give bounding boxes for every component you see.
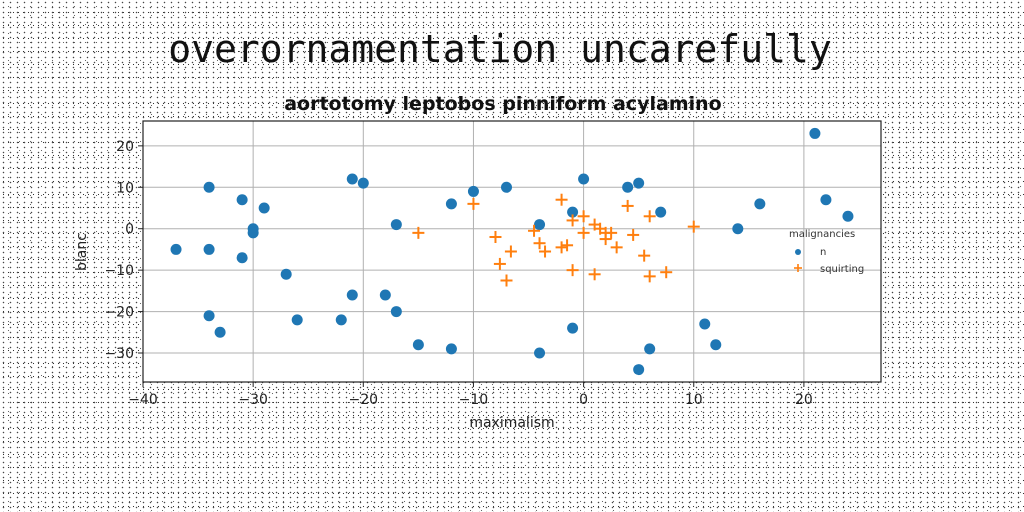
point-n [578,173,590,185]
axis-ticks: −40 −30 −20 −10 0 10 20 −30 −20 −10 0 10 20 [104,139,812,408]
point-n [534,347,546,359]
x-tick-label: 0 [579,392,588,408]
point-n [567,206,579,218]
point-n [467,185,479,197]
point-n [842,210,854,222]
point-n [247,227,259,239]
point-squirting [643,270,656,283]
point-n [699,318,711,330]
point-n [379,289,391,301]
x-tick-label: −30 [238,392,268,408]
point-n [214,326,226,338]
point-squirting [412,226,425,239]
point-squirting [504,245,517,258]
point-squirting [577,210,590,223]
legend-title: malignancies [789,229,855,240]
point-squirting [621,199,634,212]
y-tick-label: −30 [104,346,134,362]
point-n [346,173,358,185]
point-n [390,219,402,231]
point-n [754,198,766,210]
x-tick-label: −20 [349,392,379,408]
y-tick-label: −20 [104,305,134,321]
page-title: overornamentation uncarefully [168,27,831,71]
point-n [412,339,424,351]
point-squirting [539,245,552,258]
point-squirting [627,228,640,241]
y-axis-label: blanc [74,233,90,271]
chart-title: aortotomy leptobos pinniform acylamino [284,93,722,115]
point-squirting [555,241,568,254]
point-n [710,339,722,351]
point-squirting [493,257,506,270]
point-n [633,364,645,376]
legend-label-squirting: squirting [820,264,864,275]
point-squirting [500,274,513,287]
point-squirting [566,214,579,227]
x-tick-label: 20 [795,392,813,408]
x-tick-label: −10 [459,392,489,408]
point-squirting [599,233,612,246]
point-n [236,194,248,206]
point-n [500,181,512,193]
point-n [335,314,347,326]
point-squirting [467,197,480,210]
point-n [291,314,303,326]
point-n [534,219,546,231]
data-points [170,127,854,376]
legend-marker-squirting [794,264,802,272]
point-n [280,268,292,280]
point-n [445,198,457,210]
legend-marker-n [795,249,801,255]
y-tick-label: −10 [104,263,134,279]
point-n [346,289,358,301]
point-n [236,252,248,264]
point-squirting [638,249,651,262]
x-tick-label: 10 [685,392,703,408]
plot-frame [142,120,882,383]
point-squirting [533,237,546,250]
point-squirting [566,264,579,277]
point-squirting [687,220,700,233]
point-n [357,177,369,189]
point-squirting [660,266,673,279]
point-n [567,322,579,334]
point-n [809,127,821,139]
point-n [203,181,215,193]
point-n [732,223,744,235]
point-squirting [555,193,568,206]
point-n [390,306,402,318]
y-tick-label: 10 [116,180,134,196]
legend: malignancies n squirting [789,229,864,275]
point-n [622,181,634,193]
point-squirting [588,268,601,281]
y-tick-label: 20 [116,139,134,155]
point-n [203,310,215,322]
point-squirting [643,210,656,223]
point-n [820,194,832,206]
point-n [644,343,656,355]
point-squirting [605,226,618,239]
point-squirting [610,241,623,254]
point-squirting [489,231,502,243]
point-n [655,206,667,218]
point-n [445,343,457,355]
point-squirting [561,239,574,252]
x-axis-label: maximalism [469,415,554,431]
point-squirting [528,224,541,237]
grid-lines [142,121,881,382]
legend-label-n: n [820,247,826,258]
point-squirting [577,226,590,239]
point-n [258,202,270,214]
y-tick-label: 0 [125,222,134,238]
point-n [633,177,645,189]
point-n [170,243,182,255]
point-n [203,243,215,255]
x-tick-label: −40 [128,392,158,408]
